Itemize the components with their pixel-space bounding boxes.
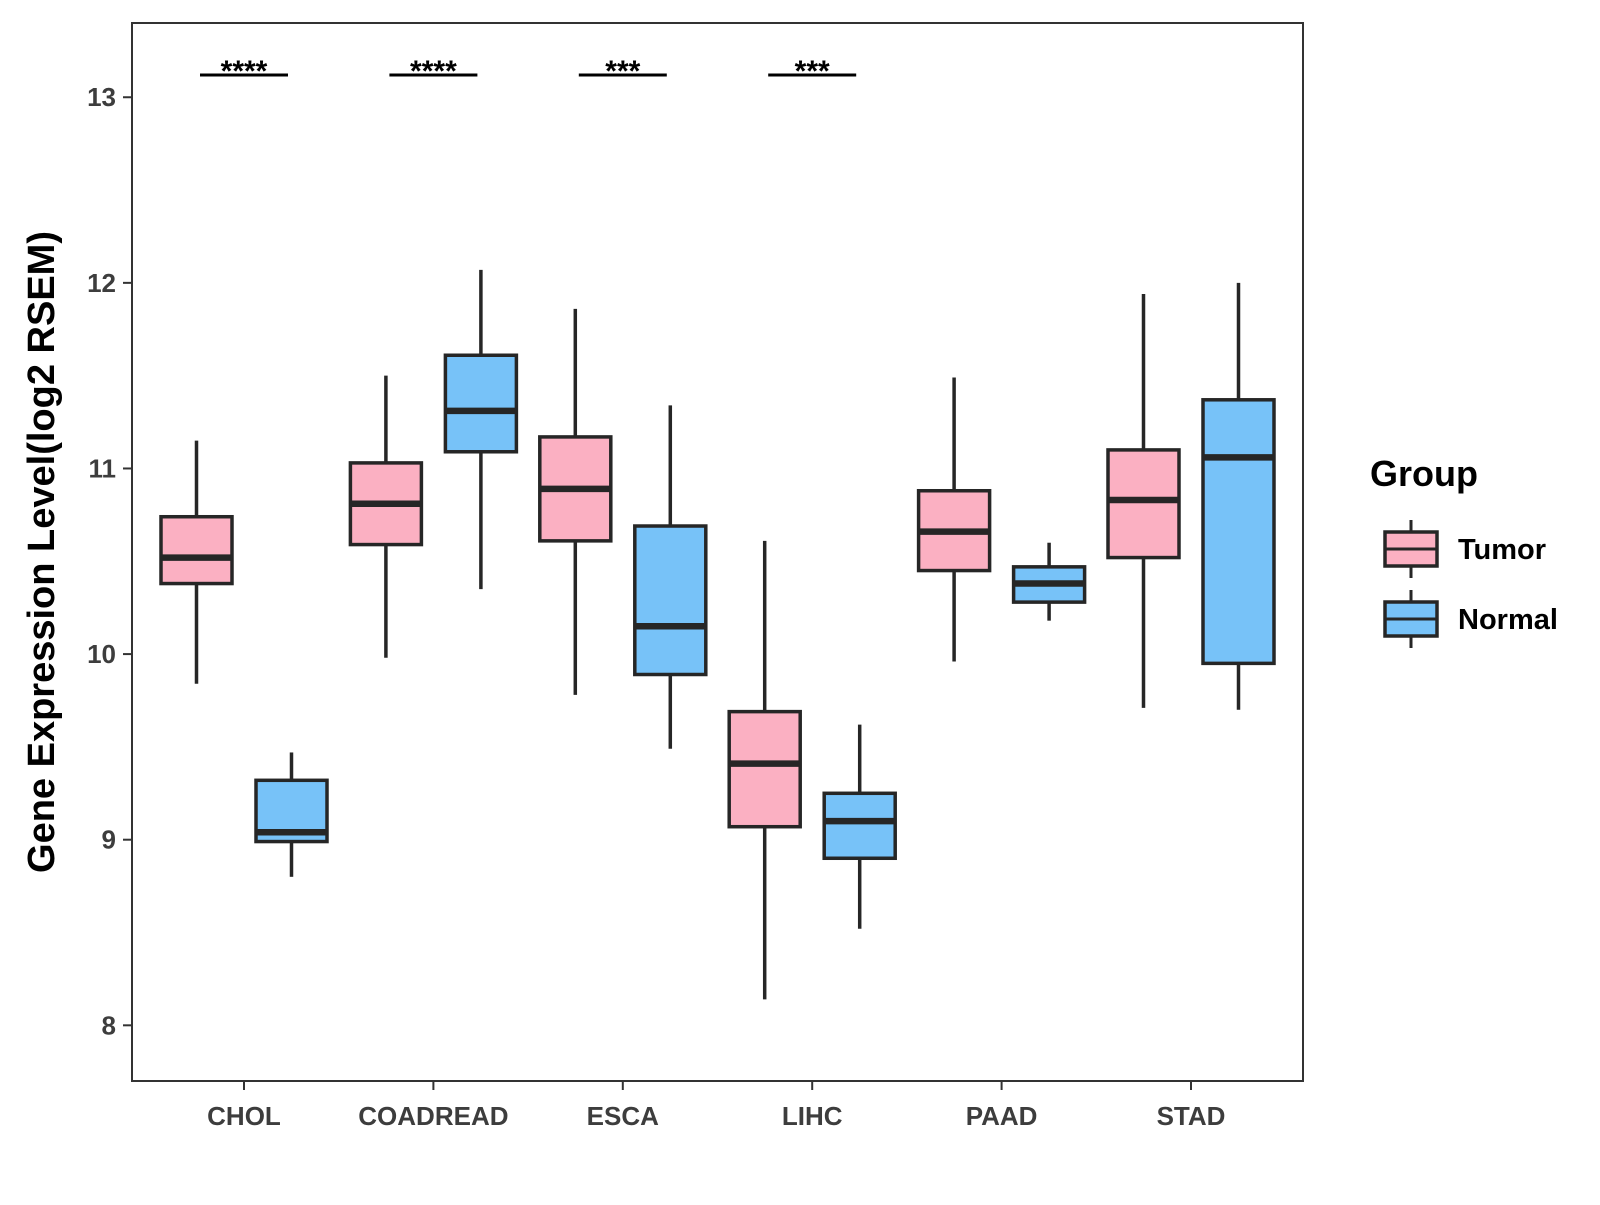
x-tick-label-stad: STAD — [1157, 1101, 1226, 1131]
significance-layer: **** **** *** *** — [200, 55, 857, 88]
boxes-layer — [159, 269, 1276, 1000]
box-tumor-stad — [1106, 293, 1181, 708]
y-tick-label: 13 — [87, 82, 116, 112]
legend-item-tumor: Tumor — [1383, 520, 1546, 578]
significance-label: **** — [221, 55, 268, 88]
box-iqr — [1106, 448, 1181, 560]
legend-title: Group — [1370, 453, 1478, 494]
box-tumor-esca — [538, 308, 613, 695]
x-tick-label-lihc: LIHC — [782, 1101, 843, 1131]
box-normal-paad — [1011, 542, 1087, 621]
legend-item-normal: Normal — [1383, 590, 1558, 648]
box-normal-stad — [1201, 282, 1276, 710]
y-tick-label: 12 — [87, 268, 116, 298]
legend-label-tumor: Tumor — [1458, 534, 1546, 566]
legend: Group Tumor Normal — [1370, 453, 1558, 648]
y-tick-label: 10 — [87, 639, 116, 669]
box-tumor-coadread — [348, 375, 424, 658]
y-tick-label: 8 — [102, 1010, 116, 1040]
y-axis-title: Gene Expression Level(log2 RSEM) — [21, 231, 63, 873]
box-iqr — [443, 353, 519, 454]
x-tick-label-esca: ESCA — [587, 1101, 659, 1131]
x-tick-label-chol: CHOL — [207, 1101, 281, 1131]
box-iqr — [822, 791, 897, 861]
significance-label: **** — [410, 55, 457, 88]
plot-panel-border — [131, 22, 1304, 1082]
y-axis: 8 9 10 11 12 13 — [87, 82, 132, 1040]
legend-label-normal: Normal — [1458, 604, 1558, 636]
box-iqr — [633, 524, 708, 677]
x-tick-label-coadread: COADREAD — [358, 1101, 508, 1131]
x-axis: CHOL COADREAD ESCA LIHC PAAD STAD — [207, 1081, 1225, 1131]
significance-label: *** — [605, 55, 640, 88]
box-tumor-lihc — [727, 540, 802, 1000]
box-iqr — [1201, 398, 1276, 666]
box-iqr — [727, 709, 802, 829]
significance-label: *** — [795, 55, 830, 88]
box-normal-lihc — [822, 724, 897, 929]
box-tumor-chol — [159, 440, 234, 684]
box-normal-chol — [254, 752, 329, 877]
box-tumor-paad — [916, 377, 992, 662]
box-iqr — [159, 514, 234, 586]
y-tick-label: 9 — [102, 825, 116, 855]
box-normal-esca — [633, 405, 708, 749]
y-tick-label: 11 — [89, 453, 117, 483]
box-normal-coadread — [443, 269, 519, 590]
x-tick-label-paad: PAAD — [966, 1101, 1038, 1131]
